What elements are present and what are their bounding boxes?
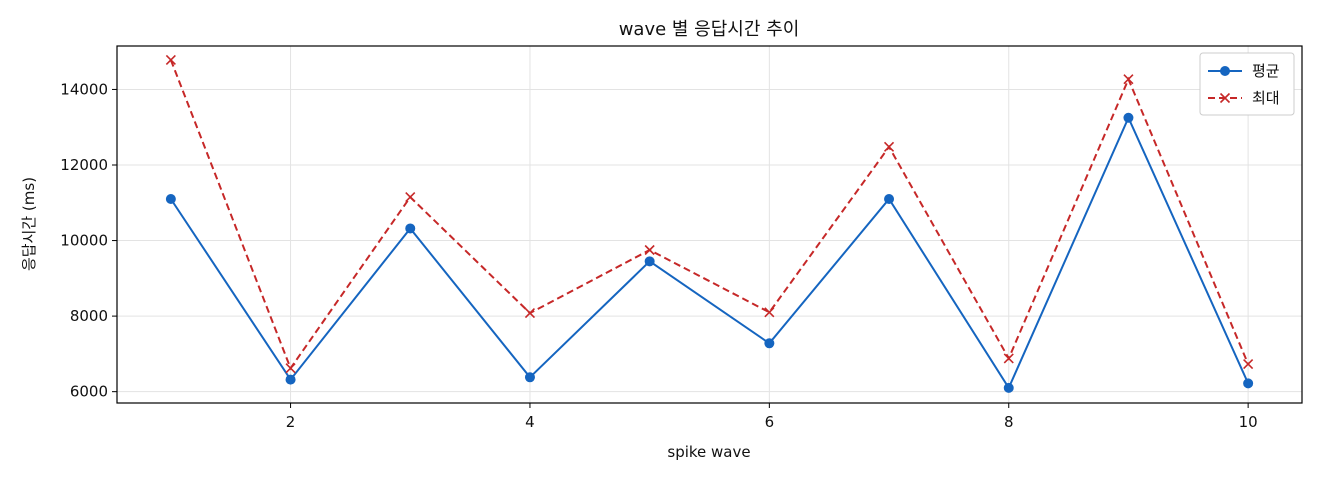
series-line [169, 59, 1250, 371]
data-point [1003, 353, 1014, 364]
legend-item: 최대 [1208, 89, 1280, 107]
y-tick-label: 14000 [60, 80, 108, 98]
data-point [285, 363, 296, 374]
data-point [524, 372, 535, 383]
data-point [1243, 359, 1254, 370]
x-tick-label: 10 [1239, 413, 1258, 431]
data-point [1003, 382, 1014, 393]
y-tick-label: 10000 [60, 232, 108, 250]
data-point [1123, 74, 1134, 85]
x-tick-label: 6 [765, 413, 775, 431]
data-point [764, 338, 775, 349]
plot-frame [116, 45, 1303, 404]
chart-title: wave 별 응답시간 추이 [619, 19, 800, 40]
legend-box [1199, 52, 1295, 116]
x-marker-stroke [524, 308, 536, 319]
axis-ticks: 2 4 6 8 10 6000 8000 10000 12000 14000 [60, 80, 1257, 431]
data-point [285, 374, 296, 385]
x-marker-stroke [883, 141, 895, 152]
data-point [644, 256, 655, 267]
x-marker-stroke [1219, 92, 1231, 104]
data-point [1123, 112, 1134, 123]
data-point [405, 223, 416, 234]
legend-item: 평균 [1208, 62, 1280, 80]
x-marker-stroke [1003, 353, 1014, 364]
x-tick-label: 4 [525, 413, 535, 431]
data-point [405, 192, 416, 203]
x-marker-stroke [285, 363, 296, 374]
data-point [644, 244, 655, 256]
x-marker-stroke [405, 192, 416, 203]
y-tick-label: 6000 [70, 383, 108, 401]
x-tick-label: 8 [1004, 413, 1014, 431]
data-point [1243, 378, 1254, 389]
x-marker-stroke [764, 307, 775, 318]
y-tick-label: 12000 [60, 156, 108, 174]
y-tick-label: 8000 [70, 307, 108, 325]
grid-lines [117, 46, 1302, 403]
data-point [165, 54, 176, 66]
x-tick-label: 2 [286, 413, 296, 431]
x-marker-stroke [1243, 359, 1254, 370]
x-marker-stroke [1123, 74, 1134, 85]
data-point [764, 307, 775, 318]
series-layer [165, 54, 1254, 393]
series-2 [165, 54, 1254, 374]
data-point [524, 308, 536, 319]
data-point [165, 194, 176, 204]
series-line [170, 115, 1250, 391]
legend-marker [1220, 66, 1230, 76]
series-1 [165, 112, 1254, 393]
data-point [883, 141, 895, 152]
y-axis-label: 응답시간 (ms) [20, 177, 38, 271]
legend-label: 평균 [1252, 62, 1280, 80]
legend-marker [1219, 92, 1231, 104]
x-marker-stroke [165, 54, 176, 66]
legend-label: 최대 [1252, 89, 1280, 107]
data-point [884, 194, 895, 204]
x-axis-label: spike wave [667, 443, 750, 461]
x-marker-stroke [644, 244, 655, 256]
